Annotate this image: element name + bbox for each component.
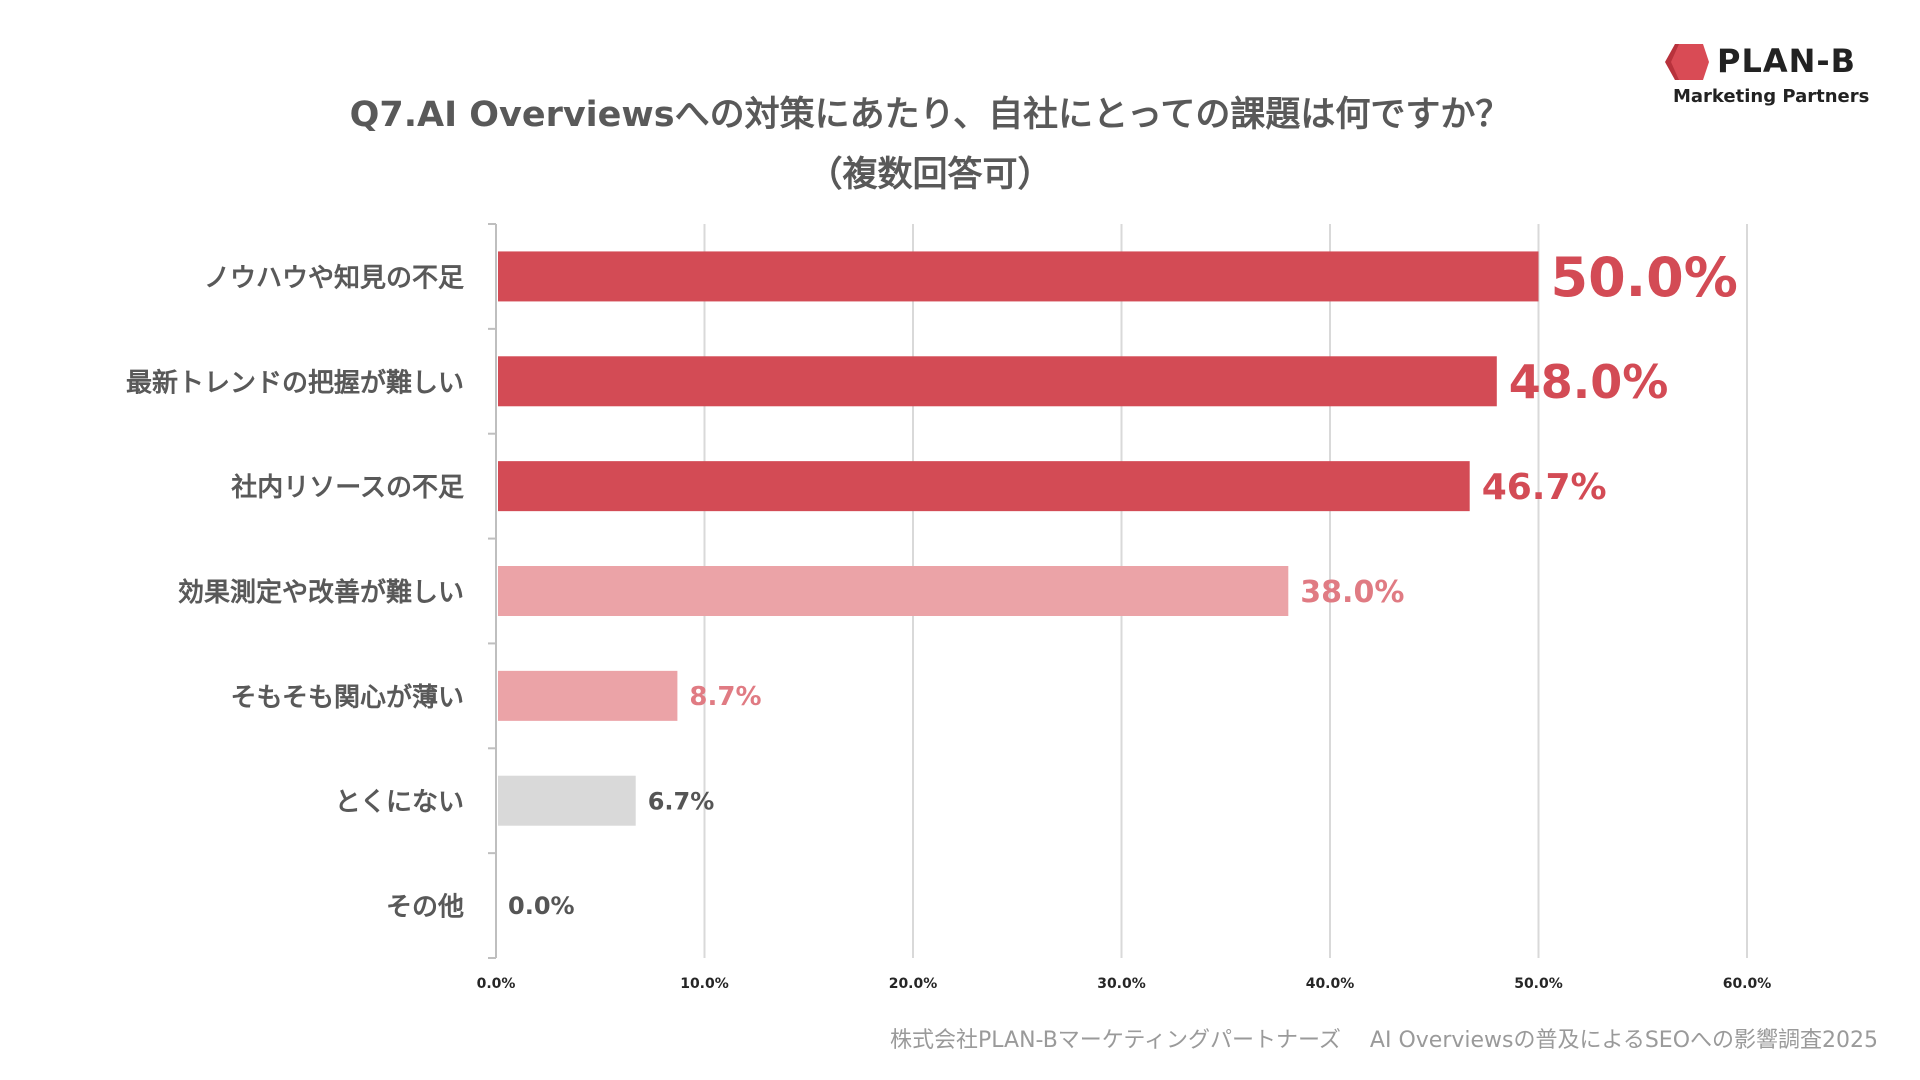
category-label: とくにない (335, 788, 464, 818)
value-label: 6.7% (648, 787, 715, 815)
value-label: 8.7% (689, 682, 761, 712)
bar (498, 566, 1289, 616)
bar (498, 356, 1497, 407)
brand-tagline: Marketing Partners (1673, 86, 1870, 107)
brand-mark-icon (1665, 44, 1709, 80)
value-label: 48.0% (1509, 355, 1669, 409)
x-tick-label: 0.0% (477, 976, 516, 992)
brand-logo: PLAN-B Marketing Partners (1665, 42, 1869, 112)
category-label: 最新トレンドの把握が難しい (126, 367, 464, 398)
category-label: 効果測定や改善が難しい (178, 577, 464, 608)
value-label: 50.0% (1551, 246, 1738, 309)
x-tick-label: 40.0% (1306, 976, 1355, 992)
x-tick-label: 50.0% (1514, 976, 1563, 992)
value-label: 38.0% (1300, 575, 1404, 610)
value-label: 46.7% (1482, 467, 1607, 508)
category-label: そもそも関心が薄い (231, 682, 464, 713)
chart-title: Q7.AI Overviewsへの対策にあたり、自社にとっての課題は何ですか？ (349, 95, 1511, 135)
source-footnote: 株式会社PLAN-Bマーケティングパートナーズ AI Overviewsの普及に… (890, 1028, 1878, 1053)
value-label: 0.0% (508, 892, 575, 920)
category-label: その他 (386, 893, 464, 923)
bar (498, 670, 678, 721)
bar (498, 251, 1539, 302)
category-label: 社内リソースの不足 (231, 472, 464, 503)
bar (498, 775, 636, 826)
category-label: ノウハウや知見の不足 (204, 263, 464, 293)
x-tick-label: 60.0% (1723, 976, 1772, 992)
bar (498, 461, 1470, 512)
x-tick-label: 10.0% (680, 976, 729, 992)
x-tick-label: 30.0% (1097, 976, 1146, 992)
x-tick-label: 20.0% (889, 976, 938, 992)
chart-subtitle: （複数回答可） (807, 155, 1053, 195)
brand-name: PLAN-B (1717, 42, 1857, 80)
